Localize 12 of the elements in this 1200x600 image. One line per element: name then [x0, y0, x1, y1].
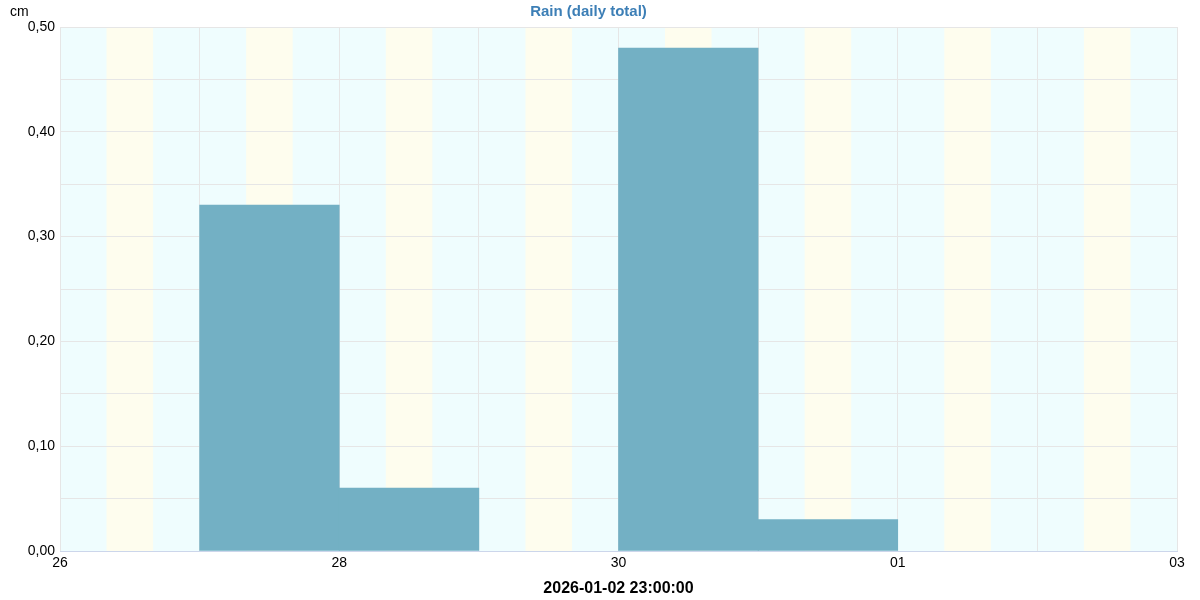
y-tick-label: 0,10 [27, 437, 56, 454]
x-tick-label: 28 [331, 554, 348, 571]
y-tick-label: 0,40 [27, 122, 56, 139]
chart-title: Rain (daily total) [530, 2, 647, 20]
y-axis-title: cm [10, 2, 29, 19]
y-tick-label: 0,20 [27, 332, 56, 349]
y-tick-label: 0,50 [27, 17, 56, 34]
x-axis-title: 2026-01-02 23:00:00 [543, 578, 694, 596]
x-tick-label: 01 [889, 554, 906, 571]
y-tick-label: 0,30 [27, 227, 56, 244]
x-tick-label: 03 [1169, 554, 1185, 571]
x-tick-label: 30 [610, 554, 627, 571]
